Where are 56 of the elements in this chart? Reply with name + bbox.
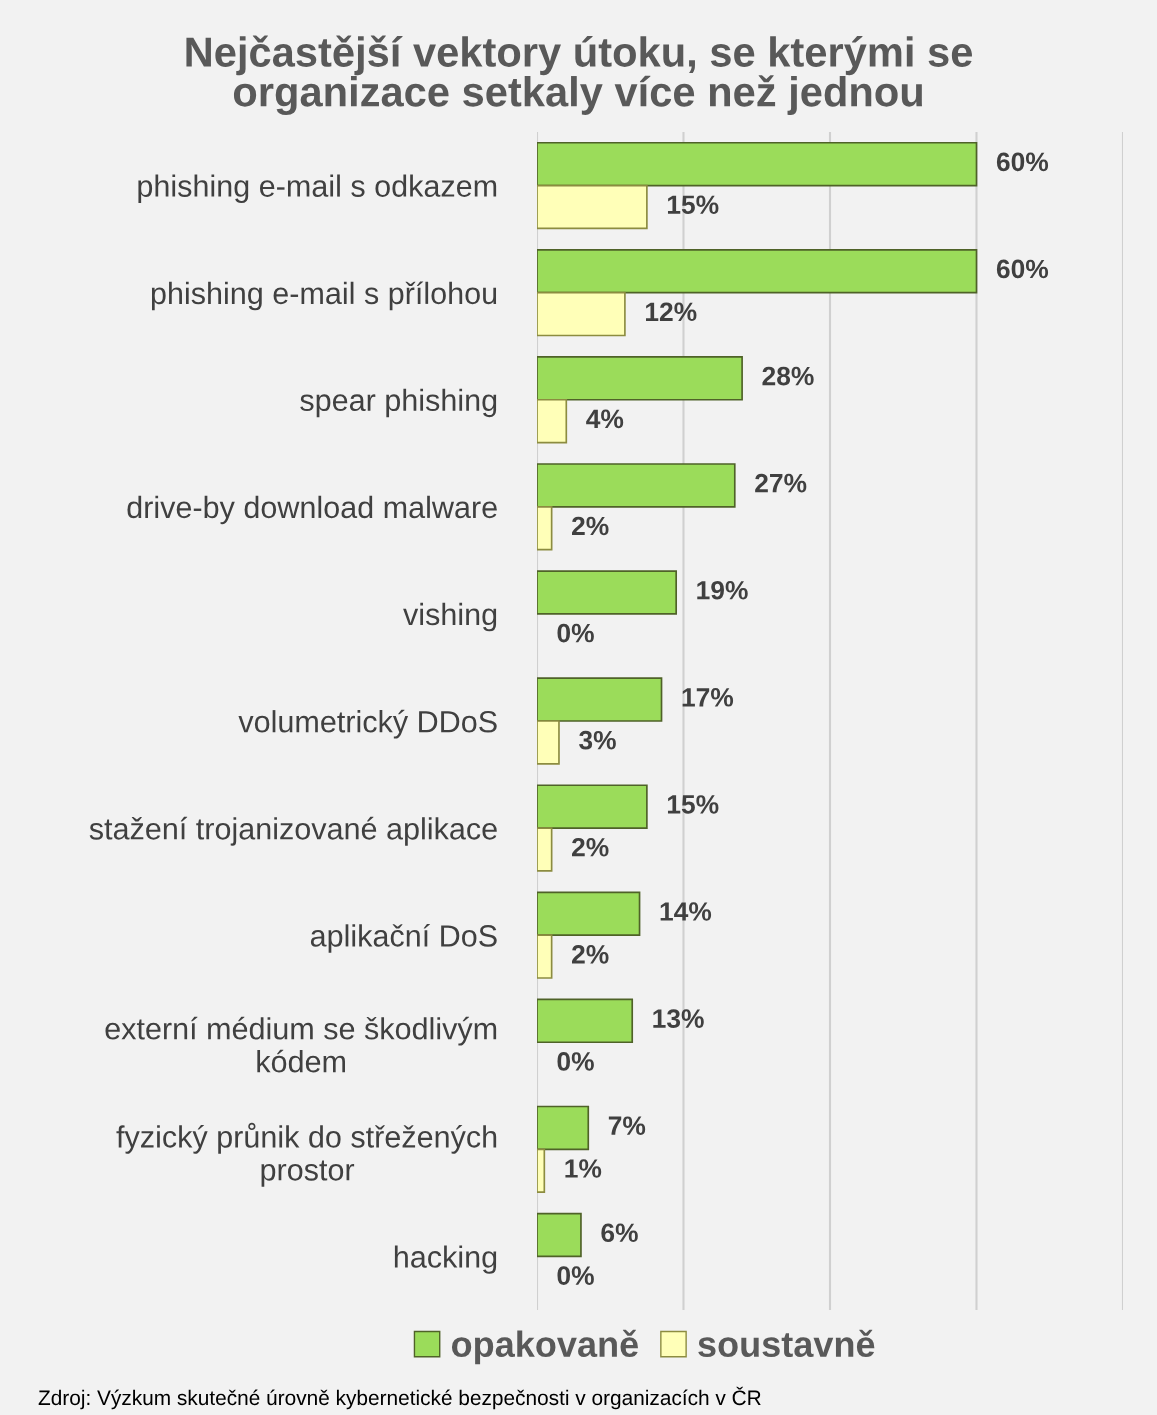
bar [537, 1212, 582, 1258]
bar [537, 891, 641, 937]
bar [537, 827, 553, 872]
bar [537, 998, 634, 1044]
bar [537, 570, 678, 615]
bar [537, 398, 568, 444]
bar [537, 141, 978, 187]
y-tick-label: vishing [403, 602, 497, 632]
bar [537, 184, 648, 230]
data-label: 2% [572, 945, 609, 964]
data-label: 0% [557, 1266, 594, 1285]
y-tick-label: spear phishing [300, 388, 497, 418]
bar [537, 291, 626, 337]
y-tick-label: fyzický průnik do střežených prostor [116, 1122, 497, 1187]
data-label: 60% [996, 259, 1049, 279]
text: Zdroj: Výzkum skutečné úrovně kybernetické bezpečnosti v organizacích v ČR [38, 1386, 761, 1410]
bar [537, 934, 553, 979]
data-label: 2% [572, 516, 609, 536]
data-label: 0% [557, 623, 594, 643]
bar [537, 677, 663, 722]
bar [537, 248, 978, 294]
data-label: 14% [660, 902, 712, 921]
data-label: 27% [755, 473, 807, 493]
data-label: 2% [572, 837, 609, 857]
y-tick-label: aplikační DoS [310, 923, 497, 953]
y-tick-label: hacking [394, 1245, 497, 1274]
y-tick-label: drive-by download malware [127, 495, 497, 525]
y-tick-label: stažení trojanizované aplikace [89, 816, 497, 846]
y-tick-label: volumetrický DDoS [238, 709, 497, 739]
data-label: 17% [682, 688, 734, 707]
bar [537, 356, 743, 401]
data-label: 60% [996, 152, 1049, 172]
data-label: 19% [697, 580, 748, 600]
data-label: 15% [667, 195, 719, 215]
bar [537, 784, 648, 829]
data-label: 13% [653, 1009, 704, 1028]
data-label: 6% [601, 1223, 638, 1243]
legend-label: opakovaně [451, 1329, 638, 1365]
legend-label: soustavně [698, 1329, 875, 1358]
bar [537, 1148, 546, 1194]
data-label: 28% [762, 366, 814, 386]
bar [537, 1105, 590, 1151]
data-label: 15% [667, 795, 719, 814]
y-tick-label: phishing e-mail s přílohou [151, 281, 497, 311]
y-tick-label: phishing e-mail s odkazem [138, 174, 497, 203]
data-label: 12% [646, 302, 697, 322]
data-label: 0% [557, 1052, 594, 1071]
data-label: 7% [608, 1116, 646, 1135]
data-label: 1% [565, 1159, 602, 1178]
bar [537, 463, 736, 508]
chart-title: Nejčastější vektory útoku, se kterými se organizace setkaly více než jednou [186, 35, 972, 116]
data-label: 4% [586, 409, 624, 429]
bar [537, 505, 553, 551]
y-tick-label: externí médium se škodlivým kódem [105, 1016, 497, 1073]
data-label: 3% [579, 730, 616, 750]
bar [537, 720, 560, 765]
